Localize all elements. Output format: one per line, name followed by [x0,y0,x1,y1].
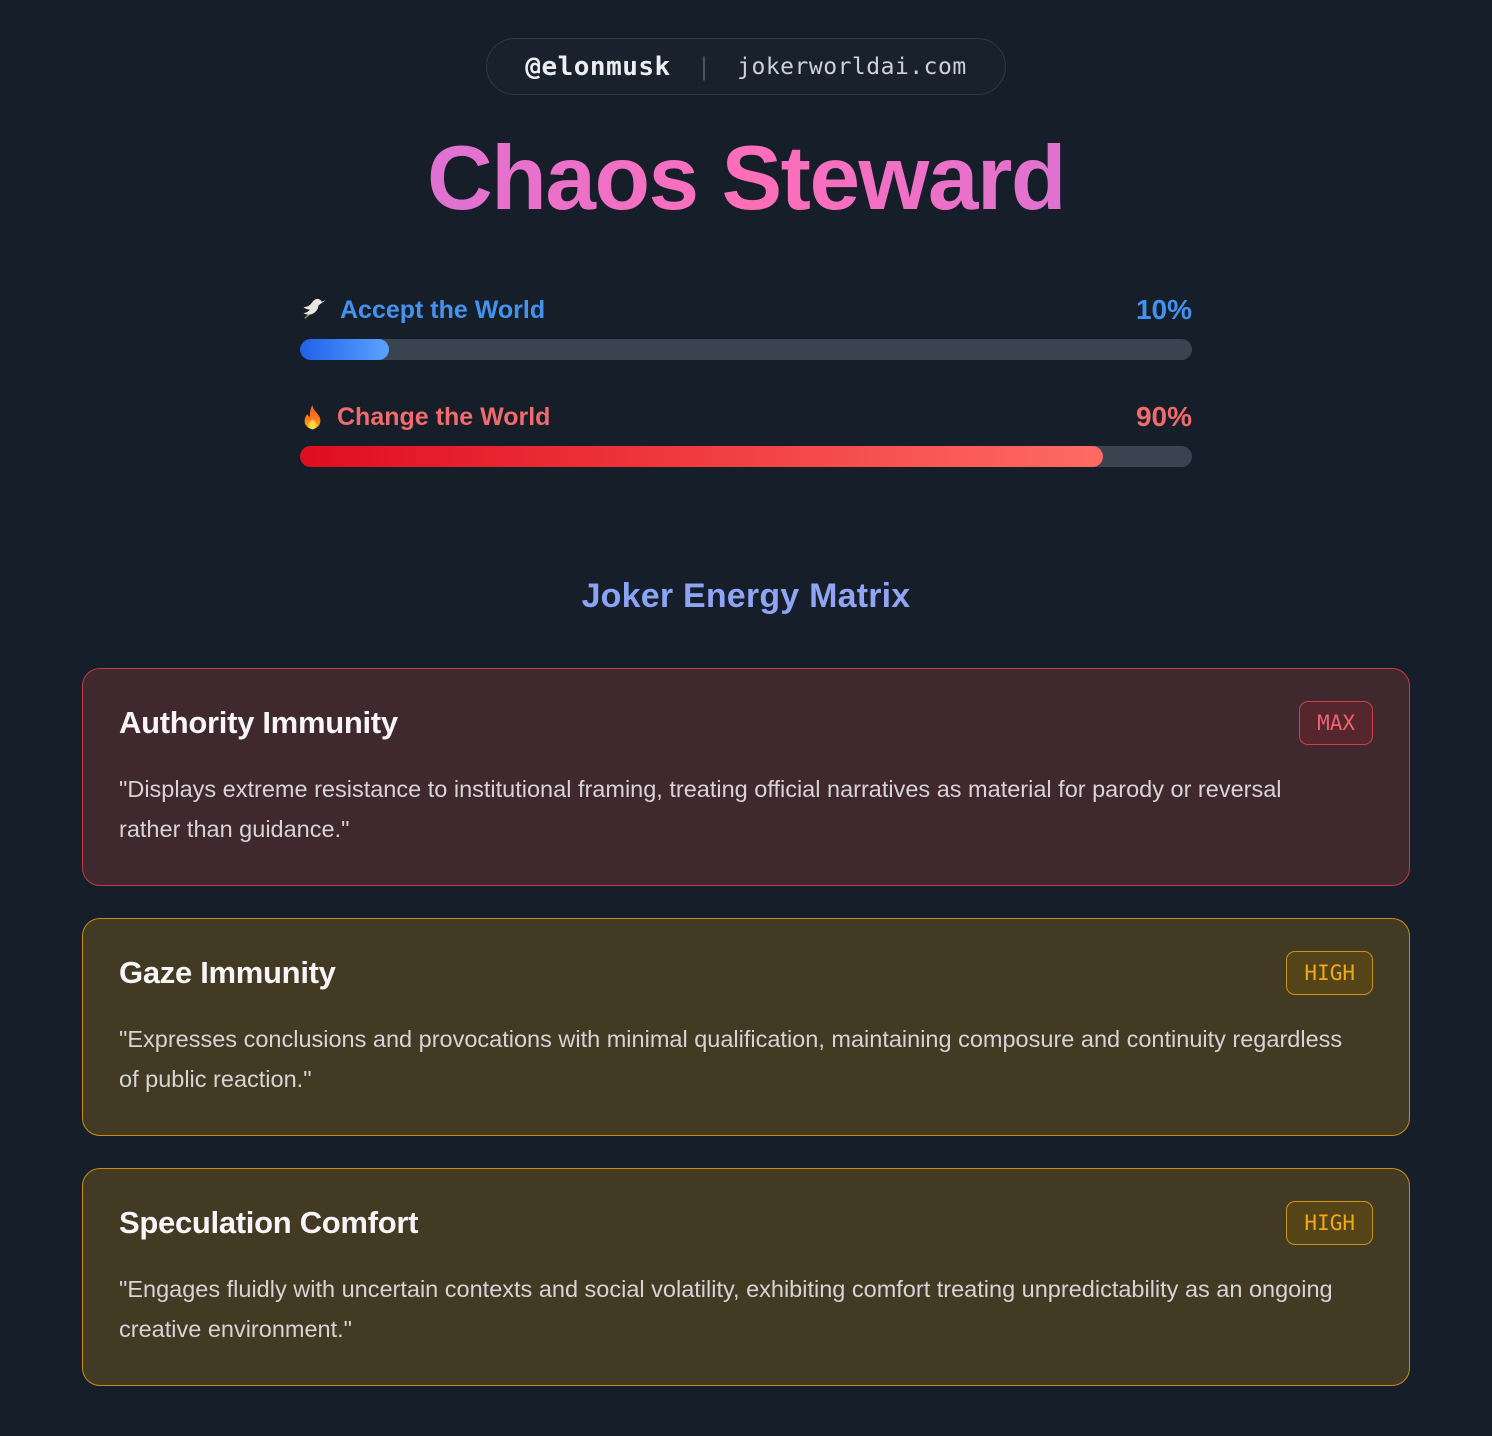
change-the-world-fill [300,446,1103,467]
change-the-world-percent: 90% [1135,401,1192,432]
page-title: Chaos Steward [0,133,1492,224]
section-title: Joker Energy Matrix [0,577,1492,616]
change-the-world-bar-group: Change the World 90% [300,401,1192,467]
card-description: "Expresses conclusions and provocations … [119,1026,1343,1092]
accept-the-world-track [300,339,1192,360]
bar-label-text: Accept the World [340,295,546,324]
accept-the-world-bar-group: Accept the World 10% [300,294,1192,360]
accept-the-world-fill [300,339,390,360]
card-title: Gaze Immunity [119,955,336,990]
card-speculation-comfort: Speculation Comfort HIGH "Engages fluidl… [82,1168,1410,1386]
world-orientation-bars: Accept the World 10% [300,294,1192,467]
joker-energy-matrix: Authority Immunity MAX "Displays extreme… [82,668,1410,1386]
dove-icon [300,297,328,323]
change-the-world-label: Change the World [300,403,550,432]
card-title: Speculation Comfort [119,1205,419,1240]
card-authority-immunity: Authority Immunity MAX "Displays extreme… [82,668,1410,886]
card-description: "Displays extreme resistance to institut… [119,776,1282,842]
status-badge: HIGH [1286,1201,1373,1245]
accept-the-world-label: Accept the World [300,296,545,325]
status-badge: HIGH [1286,951,1373,995]
profile-pill: @elonmusk | jokerworldai.com [486,38,1006,95]
user-handle: @elonmusk [525,51,671,82]
card-title: Authority Immunity [119,705,398,740]
card-description: "Engages fluidly with uncertain contexts… [119,1276,1333,1342]
accept-the-world-percent: 10% [1135,294,1192,325]
status-badge: MAX [1299,701,1373,745]
change-the-world-track [300,446,1192,467]
bar-label-text: Change the World [337,402,551,431]
fire-icon [300,404,325,431]
card-gaze-immunity: Gaze Immunity HIGH "Expresses conclusion… [82,918,1410,1136]
site-domain: jokerworldai.com [737,53,967,80]
pill-divider: | [696,52,712,81]
